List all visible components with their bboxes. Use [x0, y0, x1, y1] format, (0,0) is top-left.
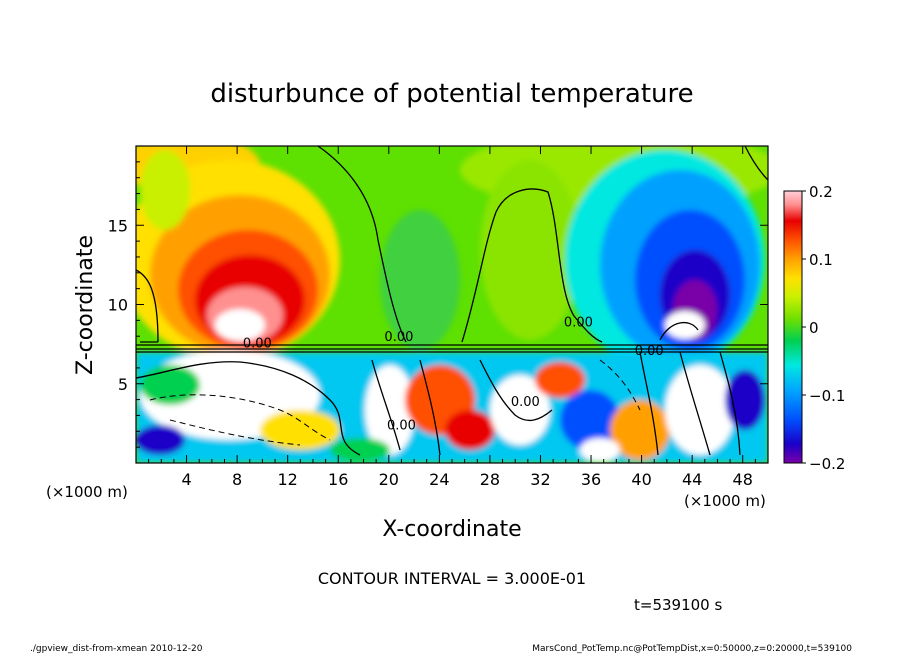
x-tick-label: 32 [530, 470, 550, 489]
colorbar-tick-label: 0.1 [809, 251, 833, 269]
field-patch [365, 365, 415, 455]
colorbar: 0.2 0.1 0 −0.1 −0.2 [783, 183, 845, 473]
y-axis: 5 10 15 [108, 161, 768, 448]
lower-contour [136, 361, 361, 456]
negative-contour [169, 419, 301, 446]
field-patch [560, 390, 620, 450]
y-tick-label: 15 [108, 216, 128, 235]
field-patch [445, 410, 495, 450]
contour-label: 0.00 [635, 344, 664, 359]
colorbar-tick-label: −0.1 [809, 387, 845, 405]
field-patch [480, 160, 580, 340]
x-tick-label: 4 [181, 470, 191, 489]
field-patch [140, 150, 190, 230]
field-patch [665, 365, 735, 455]
x-tick-label: 48 [733, 470, 753, 489]
contour-label: 0.00 [384, 330, 413, 345]
field-patch [136, 425, 185, 455]
field-patch [260, 410, 340, 450]
x-unit-left: (×1000 m) [46, 483, 128, 501]
dashed-contours [149, 359, 641, 446]
contour-label: 0.00 [243, 336, 272, 351]
contour-lines [136, 146, 768, 456]
zero-contour-left [136, 269, 159, 343]
field-patch [215, 309, 265, 341]
y-tick-label: 10 [108, 296, 128, 315]
x-tick-label: 44 [682, 470, 702, 489]
x-tick-label: 12 [278, 470, 298, 489]
field-patch [580, 438, 620, 462]
x-axis: 4 8 12 16 20 24 28 32 36 40 44 48 [148, 146, 756, 489]
x-tick-label: 28 [480, 470, 500, 489]
contour-label: 0.00 [564, 316, 593, 331]
time-text: t=539100 s [634, 596, 722, 614]
lower-contour [639, 351, 741, 456]
y-tick-label: 5 [118, 375, 128, 394]
negative-contour [599, 359, 641, 411]
negative-contour [149, 394, 331, 441]
colorbar-ticks: 0.2 0.1 0 −0.1 −0.2 [802, 183, 845, 473]
field-patch [380, 210, 460, 350]
field-patch [490, 375, 550, 445]
x-tick-label: 8 [232, 470, 242, 489]
contour-interval-text: CONTOUR INTERVAL = 3.000E-01 [318, 569, 586, 588]
contour-label: 0.00 [511, 395, 540, 410]
colorbar-gradient [783, 190, 803, 464]
contour-labels: 0.00 0.00 0.00 0.00 0.00 0.00 [243, 316, 664, 434]
zero-contour-right [744, 146, 768, 181]
lower-contour [479, 359, 553, 422]
zero-contour-plume [461, 188, 603, 343]
chart-title: disturbunce of potential temperature [210, 79, 693, 109]
lower-contour [659, 321, 699, 341]
y-axis-label: Z-coordinate [73, 235, 98, 375]
field-patch [330, 438, 390, 462]
boundary-contour [136, 344, 768, 353]
field-patch [725, 370, 765, 430]
x-unit-right: (×1000 m) [684, 492, 766, 510]
x-tick-label: 36 [581, 470, 601, 489]
footer-right: MarsCond_PotTemp.nc@PotTempDist,x=0:5000… [532, 644, 852, 654]
colorbar-tick-label: −0.2 [809, 455, 845, 473]
colorbar-tick-label: 0 [809, 319, 819, 337]
lower-contour [371, 359, 441, 456]
x-tick-label: 20 [379, 470, 399, 489]
colorbar-tick-label: 0.2 [809, 183, 833, 201]
field-patch [610, 400, 670, 460]
footer-left: ./gpview_dist-from-xmean 2010-12-20 [30, 644, 203, 654]
x-tick-label: 40 [631, 470, 651, 489]
x-axis-label: X-coordinate [382, 517, 521, 542]
field-patch [535, 362, 585, 398]
x-tick-label: 24 [429, 470, 449, 489]
field-patch [665, 311, 705, 339]
x-tick-label: 16 [328, 470, 348, 489]
zero-contour-center [317, 146, 407, 343]
contour-label: 0.00 [387, 419, 416, 434]
heatmap-field: 0.00 0.00 0.00 0.00 0.00 0.00 [136, 146, 768, 463]
